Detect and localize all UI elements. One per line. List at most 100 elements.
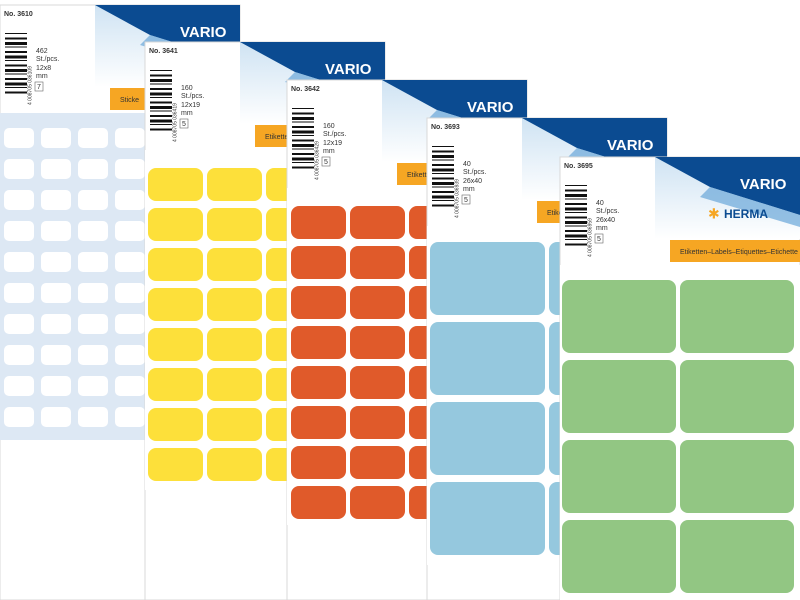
barcode-bar [150,119,172,123]
label [78,221,108,241]
qty-box [461,194,471,205]
label [115,283,145,303]
barcode-bar [150,110,172,112]
barcode-bar [432,164,454,166]
label [78,407,108,427]
label [291,446,346,479]
barcode-bar [565,230,587,232]
label [291,286,346,319]
size-unit: mm [181,110,193,117]
label [680,280,794,353]
barcode-bar [565,221,587,224]
barcode-bar [5,73,27,75]
label [148,448,203,481]
barcode-digits: 4 008705 036939 [454,179,460,218]
count: 40 [463,161,471,168]
label [78,345,108,365]
barcode-bar [5,91,27,94]
label [291,246,346,279]
barcode-bar [5,87,27,88]
label [115,190,145,210]
barcode-bar [5,78,27,80]
barcode-bar [565,198,587,200]
barcode-bar [432,191,454,193]
barcode-digits: 4 008705 036109 [27,66,33,105]
barcode-bar [150,101,172,104]
label [291,366,346,399]
pack-number: No. 3641 [149,48,178,55]
barcode-bar [292,162,314,163]
barcode-bar [432,204,454,207]
barcode-bar [5,42,27,45]
label [4,283,34,303]
barcode-bar [565,203,587,205]
barcode-bar [432,159,454,161]
label [291,206,346,239]
strip-text: Etiketten–Labels–Etiquettes–Etichette [680,249,798,256]
label [430,482,545,555]
label [350,326,405,359]
label [350,246,405,279]
unit: St./pcs. [463,169,486,176]
label [562,520,676,593]
label [148,168,203,201]
pack-qty: 5 [597,236,601,243]
header-band [655,157,800,215]
label [4,159,34,179]
qty-box [594,233,604,244]
barcode-digits: 4 008705 036959 [587,218,593,257]
barcode-digits: 4 008705 036429 [314,141,320,180]
label [430,402,545,475]
label [4,376,34,396]
label [115,252,145,272]
barcode-bar [5,51,27,53]
barcode-bar [150,106,172,109]
label [78,376,108,396]
size-unit: mm [596,225,608,232]
pack-number: No. 3695 [564,163,593,170]
barcode-bar [150,115,172,117]
label [41,376,71,396]
barcode-bar [565,234,587,238]
label [41,190,71,210]
unit: St./pcs. [596,208,619,215]
barcode-bar [565,207,587,211]
label [78,314,108,334]
barcode-bar [565,189,587,192]
barcode-bar [432,182,454,185]
size: 26x40 [596,217,615,224]
barcode-bar [5,69,27,72]
barcode-bar [432,186,454,188]
label [207,368,262,401]
size-unit: mm [36,73,48,80]
barcode-bar [150,79,172,82]
label [291,326,346,359]
count: 160 [181,85,193,92]
pack-qty: 7 [37,84,41,91]
orange-strip [670,240,800,262]
label [41,407,71,427]
brand: VARIO [180,24,227,41]
unit: St./pcs. [323,131,346,138]
barcode-bar [432,173,454,174]
label [41,128,71,148]
pack-qty: 5 [182,121,186,128]
pack-number: No. 3642 [291,86,320,93]
label [115,221,145,241]
label [562,440,676,513]
barcode-bar [150,128,172,131]
barcode-bar [5,55,27,59]
count: 160 [323,123,335,130]
brand: VARIO [740,176,787,193]
label [115,345,145,365]
label [4,221,34,241]
barcode-bar [432,146,454,147]
barcode-bar [292,157,314,161]
barcode-bar [150,74,172,77]
label [350,406,405,439]
barcode-bar [292,117,314,120]
barcode-bar [432,195,454,199]
label [41,314,71,334]
barcode-bar [292,108,314,109]
